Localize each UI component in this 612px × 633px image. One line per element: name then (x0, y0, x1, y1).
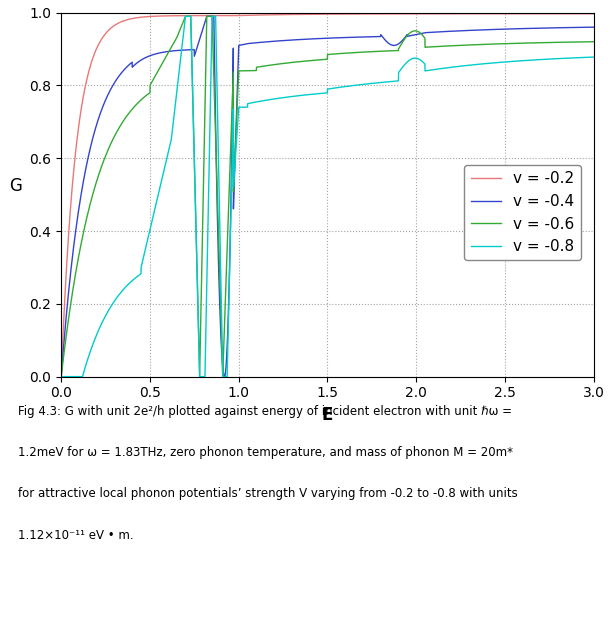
v = -0.6 (154, 68, 162, 75)
v = -0.2 (455, 10, 462, 18)
v = -0.2 (590, 10, 597, 18)
v = -0.6 (58, 373, 65, 380)
v = -0.2 (495, 10, 502, 18)
v = -0.8 (455, 63, 462, 70)
v = -0.4 (154, 49, 162, 57)
Text: 1.12×10⁻¹¹ eV • m.: 1.12×10⁻¹¹ eV • m. (18, 529, 134, 542)
v = -0.4 (590, 23, 597, 31)
v = -0.8 (261, 97, 269, 104)
v = -0.2 (377, 10, 384, 18)
Text: Fig 4.3: G with unit 2e²/h plotted against energy of incident electron with unit: Fig 4.3: G with unit 2e²/h plotted again… (18, 405, 512, 418)
v = -0.4 (404, 32, 411, 40)
Line: v = -0.6: v = -0.6 (61, 16, 594, 377)
v = -0.2 (261, 11, 268, 19)
Line: v = -0.8: v = -0.8 (61, 16, 594, 377)
v = -0.2 (58, 373, 65, 380)
v = -0.8 (495, 59, 502, 66)
X-axis label: E: E (322, 406, 333, 424)
v = -0.4 (377, 33, 384, 41)
v = -0.6 (590, 38, 597, 46)
v = -0.6 (495, 40, 502, 47)
v = -0.8 (377, 78, 384, 86)
v = -0.8 (58, 373, 65, 380)
v = -0.4 (455, 27, 462, 35)
v = -0.6 (404, 32, 411, 39)
v = -0.8 (590, 53, 597, 61)
Text: 1.2meV for ω = 1.83THz, zero phonon temperature, and mass of phonon M = 20m*: 1.2meV for ω = 1.83THz, zero phonon temp… (18, 446, 513, 460)
v = -0.4 (203, 13, 211, 20)
v = -0.6 (261, 62, 269, 70)
v = -0.6 (377, 47, 384, 55)
v = -0.6 (455, 42, 462, 49)
v = -0.8 (154, 192, 162, 200)
Y-axis label: G: G (9, 177, 22, 195)
v = -0.4 (495, 25, 502, 33)
v = -0.4 (261, 38, 269, 46)
v = -0.8 (404, 58, 411, 65)
Text: for attractive local phonon potentials’ strength V varying from -0.2 to -0.8 wit: for attractive local phonon potentials’ … (18, 487, 518, 501)
v = -0.6 (182, 13, 189, 20)
v = -0.8 (182, 13, 189, 20)
Line: v = -0.2: v = -0.2 (61, 14, 594, 377)
v = -0.4 (58, 373, 65, 380)
v = -0.2 (404, 10, 411, 18)
v = -0.2 (154, 12, 162, 20)
Legend: v = -0.2, v = -0.4, v = -0.6, v = -0.8: v = -0.2, v = -0.4, v = -0.6, v = -0.8 (465, 165, 581, 260)
Line: v = -0.4: v = -0.4 (61, 16, 594, 377)
